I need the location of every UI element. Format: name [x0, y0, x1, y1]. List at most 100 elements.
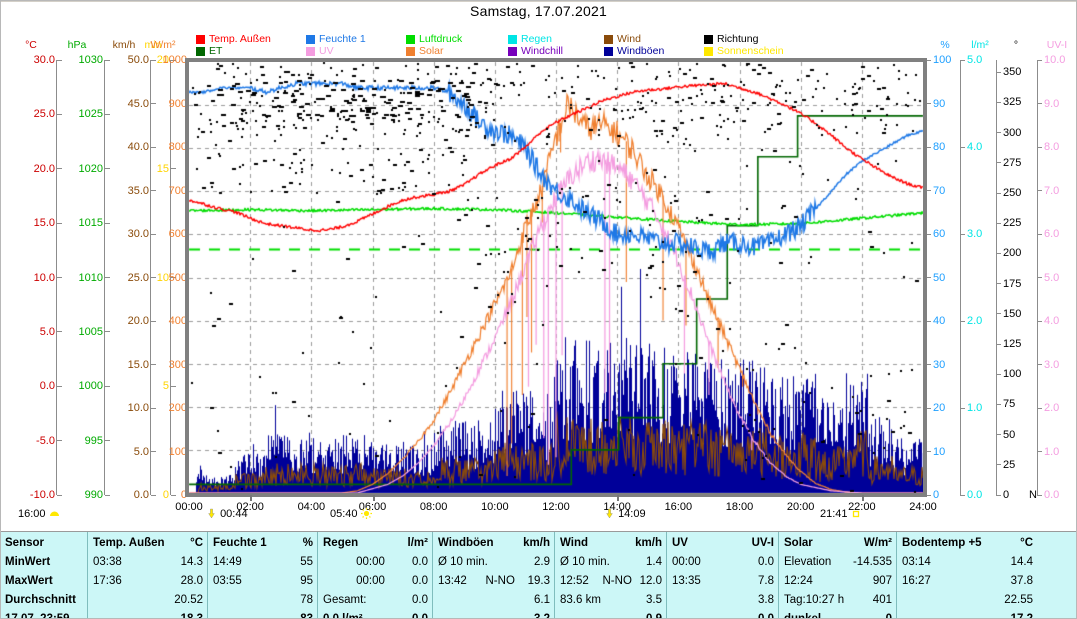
row-value: 0.0 — [758, 556, 774, 568]
summary-table-column: Sensor MinWert MaxWert Durchschnitt 17.07. 2… — [0, 532, 88, 619]
axis-tick-label: 3.0 — [1037, 359, 1059, 371]
row-label: 03:55 — [213, 575, 242, 587]
axis-tick-label: 0.0 — [960, 489, 982, 501]
legend-swatch-icon — [306, 34, 315, 44]
axis-tick-label: 2.0 — [1037, 402, 1059, 414]
column-header-name: Solar — [784, 537, 813, 549]
axis-tick-label: 5 — [138, 380, 176, 392]
legend-swatch-icon — [604, 46, 613, 56]
time-axis-major-tick — [617, 495, 620, 501]
legend-item[interactable]: Solar — [406, 45, 508, 57]
time-axis-label: 04:00 — [297, 501, 326, 513]
row-value: 19.3 — [527, 575, 550, 587]
axis-tick-label: 3.0 — [960, 228, 982, 240]
legend-item[interactable]: Richtung — [704, 33, 804, 45]
axis-tick-label: 0.0 — [100, 489, 156, 501]
legend-item[interactable]: Windböen — [604, 45, 704, 57]
legend-item[interactable]: Sonnenschein — [704, 45, 804, 57]
axis-tick-label: 6.0 — [1037, 228, 1059, 240]
axis-tick-label: 0 — [926, 489, 939, 501]
legend-item[interactable]: UV — [306, 45, 406, 57]
axis-tick-label: 40 — [926, 315, 945, 327]
column-header-unit: °C — [190, 537, 203, 549]
legend-item[interactable]: Windchill — [508, 45, 604, 57]
legend-item[interactable]: Wind — [604, 33, 704, 45]
legend-item[interactable]: Feuchte 1 — [306, 33, 406, 45]
axis-tick-label: 1.0 — [1037, 446, 1059, 458]
summary-table-column: Solar W/m² Elevation -14.535 12:24 907 Tag:10:… — [779, 532, 897, 619]
column-header-unit: W/m² — [863, 537, 892, 549]
axis-tick-label: 995 — [52, 435, 110, 447]
column-header-name: Feuchte 1 — [213, 537, 267, 549]
row-mid: N-NO — [485, 575, 515, 587]
chart-canvas[interactable] — [185, 58, 927, 497]
row-label: Tag:10:27 h — [784, 594, 845, 606]
axis-tick-label: 350 — [996, 66, 1021, 78]
legend-swatch-icon — [604, 34, 613, 44]
time-axis-label: 10:00 — [481, 501, 509, 513]
legend-item[interactable]: ET — [196, 45, 306, 57]
row-label: 03:14 — [902, 556, 931, 568]
row-label — [902, 591, 908, 610]
sun-event-time: 00:44 — [220, 508, 248, 520]
row-mid: 00:00 — [356, 575, 385, 587]
axis-tick-label: 0 — [996, 489, 1009, 501]
legend-item[interactable]: Temp. Außen — [196, 33, 306, 45]
row-label: 12:52 — [560, 575, 589, 587]
axis-tick-label: 15 — [138, 163, 176, 175]
axis-tick-label: 1.0 — [960, 402, 982, 414]
summary-table-row: 00:00 0.0 — [323, 553, 428, 572]
row-value: 18.3 — [180, 613, 203, 619]
row-value: 401 — [872, 594, 892, 606]
row-label: 16:27 — [902, 575, 931, 587]
summary-table-row: 13:35 7.8 — [672, 572, 774, 591]
summary-table-row: 22.55 — [902, 591, 1033, 610]
sun-event-time: 05:40 — [330, 508, 358, 520]
axis-tick-label: 0.0 — [1037, 489, 1059, 501]
row-label: 17:36 — [93, 575, 122, 587]
axis-tick-label: 10 — [926, 446, 945, 458]
row-value: 17.2 — [1010, 613, 1033, 619]
sun-event-time: 21:41 — [820, 508, 848, 520]
axis-tick-label: 50 — [926, 272, 945, 284]
axis-tick-label: 225 — [996, 217, 1021, 229]
legend-item[interactable]: Luftdruck — [406, 33, 508, 45]
row-label: Ø 10 min. — [560, 556, 610, 568]
summary-table-row: Durchschnitt — [5, 591, 83, 610]
axis-tick-label: 125 — [996, 338, 1021, 350]
row-label — [438, 591, 444, 610]
summary-table-row: 6.1 — [438, 591, 550, 610]
legend-label: Solar — [419, 45, 444, 57]
summary-table-row: 00:00 0.0 — [323, 572, 428, 591]
time-axis-label: 08:00 — [419, 501, 448, 513]
column-header-unit: l/m² — [407, 537, 428, 549]
summary-table-header-row: UV UV-I — [672, 534, 774, 553]
summary-table-row: 16:27 37.8 — [902, 572, 1033, 591]
legend-item[interactable]: Regen — [508, 33, 604, 45]
axis-tick-label: 100 — [926, 54, 951, 66]
chart-plot-area[interactable] — [185, 58, 927, 497]
summary-table-row: 3.2 — [438, 610, 550, 619]
column-header-unit: UV-I — [751, 537, 774, 549]
legend-swatch-icon — [406, 46, 415, 56]
axis-tick-label: 50 — [996, 429, 1015, 441]
axis-tick-label: 15.0 — [8, 217, 62, 229]
axis-tick-label: 325 — [996, 96, 1021, 108]
summary-table-row: 03:55 95 — [213, 572, 313, 591]
axis-line — [996, 60, 997, 495]
row-label — [902, 610, 908, 619]
row-value: 0.9 — [646, 613, 662, 619]
row-label — [672, 610, 678, 619]
time-axis-label: 24:00 — [909, 501, 937, 513]
axis-tick-label: 25.0 — [100, 272, 156, 284]
time-axis: 00:00 02:00 04:00 06:00 08:00 10:00 12:00 14:00… — [175, 495, 937, 514]
time-axis-label: 16:00 — [664, 501, 693, 513]
time-axis-label: 02:00 — [236, 501, 264, 513]
axis-tick-label: 5.0 — [960, 54, 982, 66]
column-header-name: Regen — [323, 537, 359, 549]
axis-tick-label: 80 — [926, 141, 945, 153]
axis-tick-label: 1015 — [52, 217, 110, 229]
axis-tick-label: -5.0 — [8, 435, 62, 447]
row-label: 14:49 — [213, 556, 242, 568]
row-value: 6.1 — [534, 594, 550, 606]
